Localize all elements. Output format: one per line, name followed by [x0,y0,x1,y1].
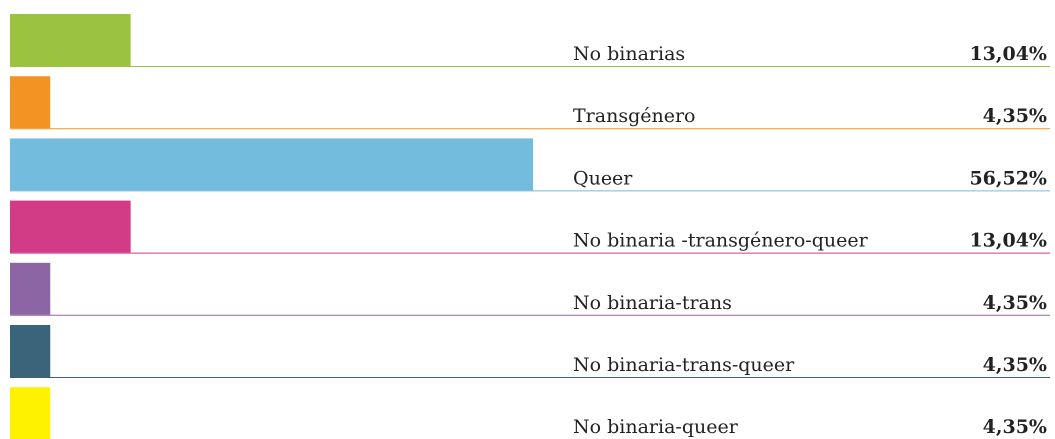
category-label: Queer [573,167,633,189]
bar [10,387,51,439]
value-label: 4,35% [983,354,1047,376]
bar [10,138,533,191]
value-label: 4,35% [983,292,1047,314]
category-label: No binaria-trans [573,292,732,314]
bar [10,200,131,253]
bar [10,76,51,129]
bar [10,325,51,377]
category-label: No binaria-trans-queer [573,354,795,376]
bar [10,262,51,315]
value-label: 56,52% [969,167,1047,189]
category-label: No binaria -transgénero-queer [573,230,869,252]
value-label: 13,04% [969,230,1047,252]
value-label: 4,35% [983,105,1047,127]
category-label: No binarias [573,43,685,65]
bar [10,14,131,66]
value-label: 13,04% [969,43,1047,65]
value-label: 4,35% [983,416,1047,438]
category-label: Transgénero [573,105,695,127]
category-label: No binaria-queer [573,416,739,438]
